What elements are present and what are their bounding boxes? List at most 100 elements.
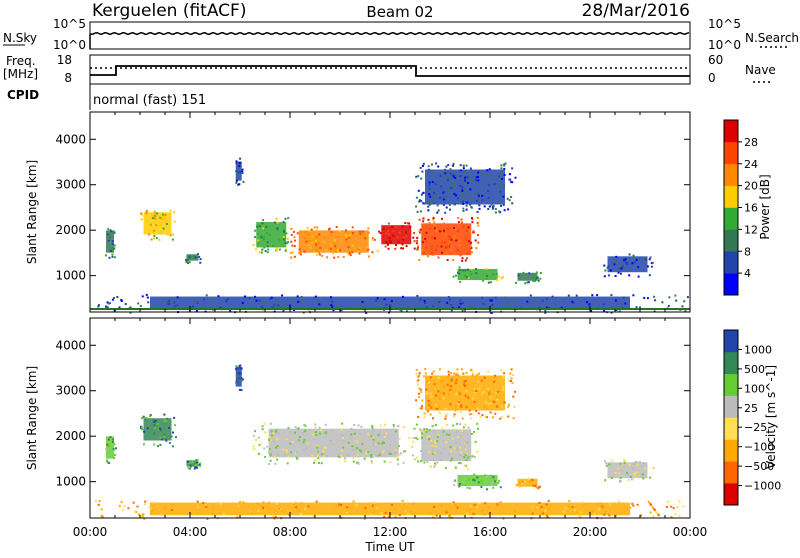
- power-panel-speckle: [151, 217, 154, 220]
- power-panel-speckle: [464, 259, 467, 262]
- velocity-panel-speckle: [447, 373, 450, 376]
- velocity-panel-speckle: [272, 515, 275, 518]
- velocity-panel-speckle: [398, 437, 401, 440]
- power-panel-speckle: [330, 243, 333, 246]
- velocity-panel-speckle: [277, 453, 280, 456]
- power-panel-speckle: [492, 273, 495, 276]
- velocity-panel-speckle: [156, 445, 159, 448]
- velocity-panel-speckle: [442, 430, 445, 433]
- power-panel-region-4: [252, 217, 290, 254]
- velocity-panel-speckle: [196, 466, 198, 469]
- power-panel-speckle: [113, 297, 115, 299]
- power-panel-speckle: [286, 237, 289, 240]
- power-panel-speckle: [358, 252, 361, 255]
- power-panel-speckle: [613, 263, 616, 266]
- velocity-panel-speckle: [444, 417, 447, 420]
- velocity-panel-speckle: [492, 476, 495, 479]
- power-panel-speckle: [432, 170, 435, 173]
- velocity-panel-speckle: [473, 401, 476, 403]
- velocity-panel-speckle: [430, 396, 433, 398]
- power-panel-speckle: [444, 233, 447, 236]
- velocity-panel-speckle: [575, 511, 578, 514]
- freq-panel: Freq. [MHz] 18 8 60 0 Nave: [3, 53, 776, 85]
- velocity-panel-speckle: [300, 502, 303, 505]
- velocity-panel-speckle: [544, 509, 547, 512]
- velocity-panel-speckle: [426, 410, 429, 413]
- velocity-panel-speckle: [434, 462, 436, 465]
- power-panel-speckle: [452, 174, 455, 177]
- velocity-panel-speckle: [188, 467, 191, 470]
- velocity-panel-speckle: [421, 453, 424, 456]
- velocity-panel-speckle: [631, 502, 634, 505]
- power-panel-speckle: [159, 223, 162, 226]
- velocity-panel-speckle: [340, 504, 342, 506]
- velocity-panel-speckle: [371, 426, 374, 429]
- velocity-panel-speckle: [171, 445, 174, 448]
- velocity-panel-speckle: [356, 454, 359, 456]
- velocity-panel-speckle: [303, 430, 306, 433]
- power-panel-speckle: [282, 238, 285, 241]
- power-panel-speckle: [398, 231, 401, 234]
- velocity-panel-speckle: [382, 451, 384, 454]
- power-panel-speckle: [412, 236, 415, 239]
- power-panel-speckle: [463, 171, 465, 174]
- velocity-panel-speckle: [536, 504, 539, 507]
- power-panel-speckle: [278, 300, 281, 303]
- velocity-panel-speckle: [312, 515, 315, 517]
- velocity-panel-speckle: [501, 405, 503, 408]
- velocity-panel-speckle: [444, 510, 447, 513]
- power-panel-speckle: [500, 204, 502, 207]
- power-panel-speckle: [153, 229, 155, 232]
- velocity-panel-speckle: [403, 503, 406, 506]
- velocity-panel-speckle: [642, 462, 645, 465]
- power-panel-speckle: [495, 273, 498, 275]
- velocity-panel-speckle: [170, 435, 173, 438]
- power-panel-speckle: [439, 230, 442, 233]
- velocity-panel-speckle: [597, 507, 600, 510]
- power-panel-speckle: [498, 175, 501, 178]
- velocity-panel-speckle: [454, 382, 457, 385]
- velocity-panel-colorbar-tick-label: −100: [744, 441, 774, 454]
- power-panel-speckle: [173, 220, 176, 223]
- velocity-panel-region-5: [415, 422, 479, 470]
- velocity-panel-speckle: [456, 368, 459, 371]
- power-panel-speckle: [305, 240, 308, 243]
- velocity-panel-speckle: [494, 376, 497, 379]
- power-panel-speckle: [459, 164, 462, 167]
- velocity-panel-speckle: [442, 439, 445, 442]
- velocity-panel-speckle: [240, 367, 243, 370]
- power-panel-speckle: [420, 305, 423, 308]
- power-panel-speckle: [430, 247, 433, 250]
- power-panel-speckle: [535, 271, 538, 274]
- velocity-panel-speckle: [264, 431, 267, 434]
- velocity-panel-speckle: [195, 462, 198, 465]
- velocity-panel-speckle: [276, 502, 278, 505]
- power-panel-speckle: [461, 193, 464, 196]
- power-panel-speckle: [418, 199, 421, 202]
- velocity-panel-speckle: [448, 433, 451, 436]
- power-panel-region-0: [105, 228, 116, 259]
- power-panel-speckle: [502, 195, 505, 198]
- velocity-panel-speckle: [449, 403, 452, 406]
- velocity-panel-speckle: [212, 507, 215, 510]
- power-panel-speckle: [477, 179, 480, 182]
- power-panel-speckle: [517, 274, 520, 277]
- power-panel-speckle: [459, 302, 462, 305]
- power-panel-speckle: [347, 252, 350, 255]
- power-panel-speckle: [196, 301, 199, 304]
- power-panel-speckle: [392, 230, 395, 233]
- power-panel-speckle: [284, 241, 287, 244]
- velocity-panel-speckle: [618, 472, 621, 475]
- velocity-panel-speckle: [254, 430, 257, 433]
- power-panel-speckle: [448, 203, 451, 206]
- power-panel-speckle: [472, 230, 475, 233]
- power-panel-speckle: [158, 238, 161, 241]
- power-panel-speckle: [469, 270, 472, 273]
- velocity-panel-speckle: [274, 462, 277, 465]
- velocity-panel-speckle: [287, 427, 290, 430]
- velocity-panel-speckle: [165, 419, 168, 422]
- power-panel-speckle: [154, 217, 157, 220]
- velocity-panel-speckle: [593, 513, 596, 516]
- freq-trace: [90, 65, 690, 77]
